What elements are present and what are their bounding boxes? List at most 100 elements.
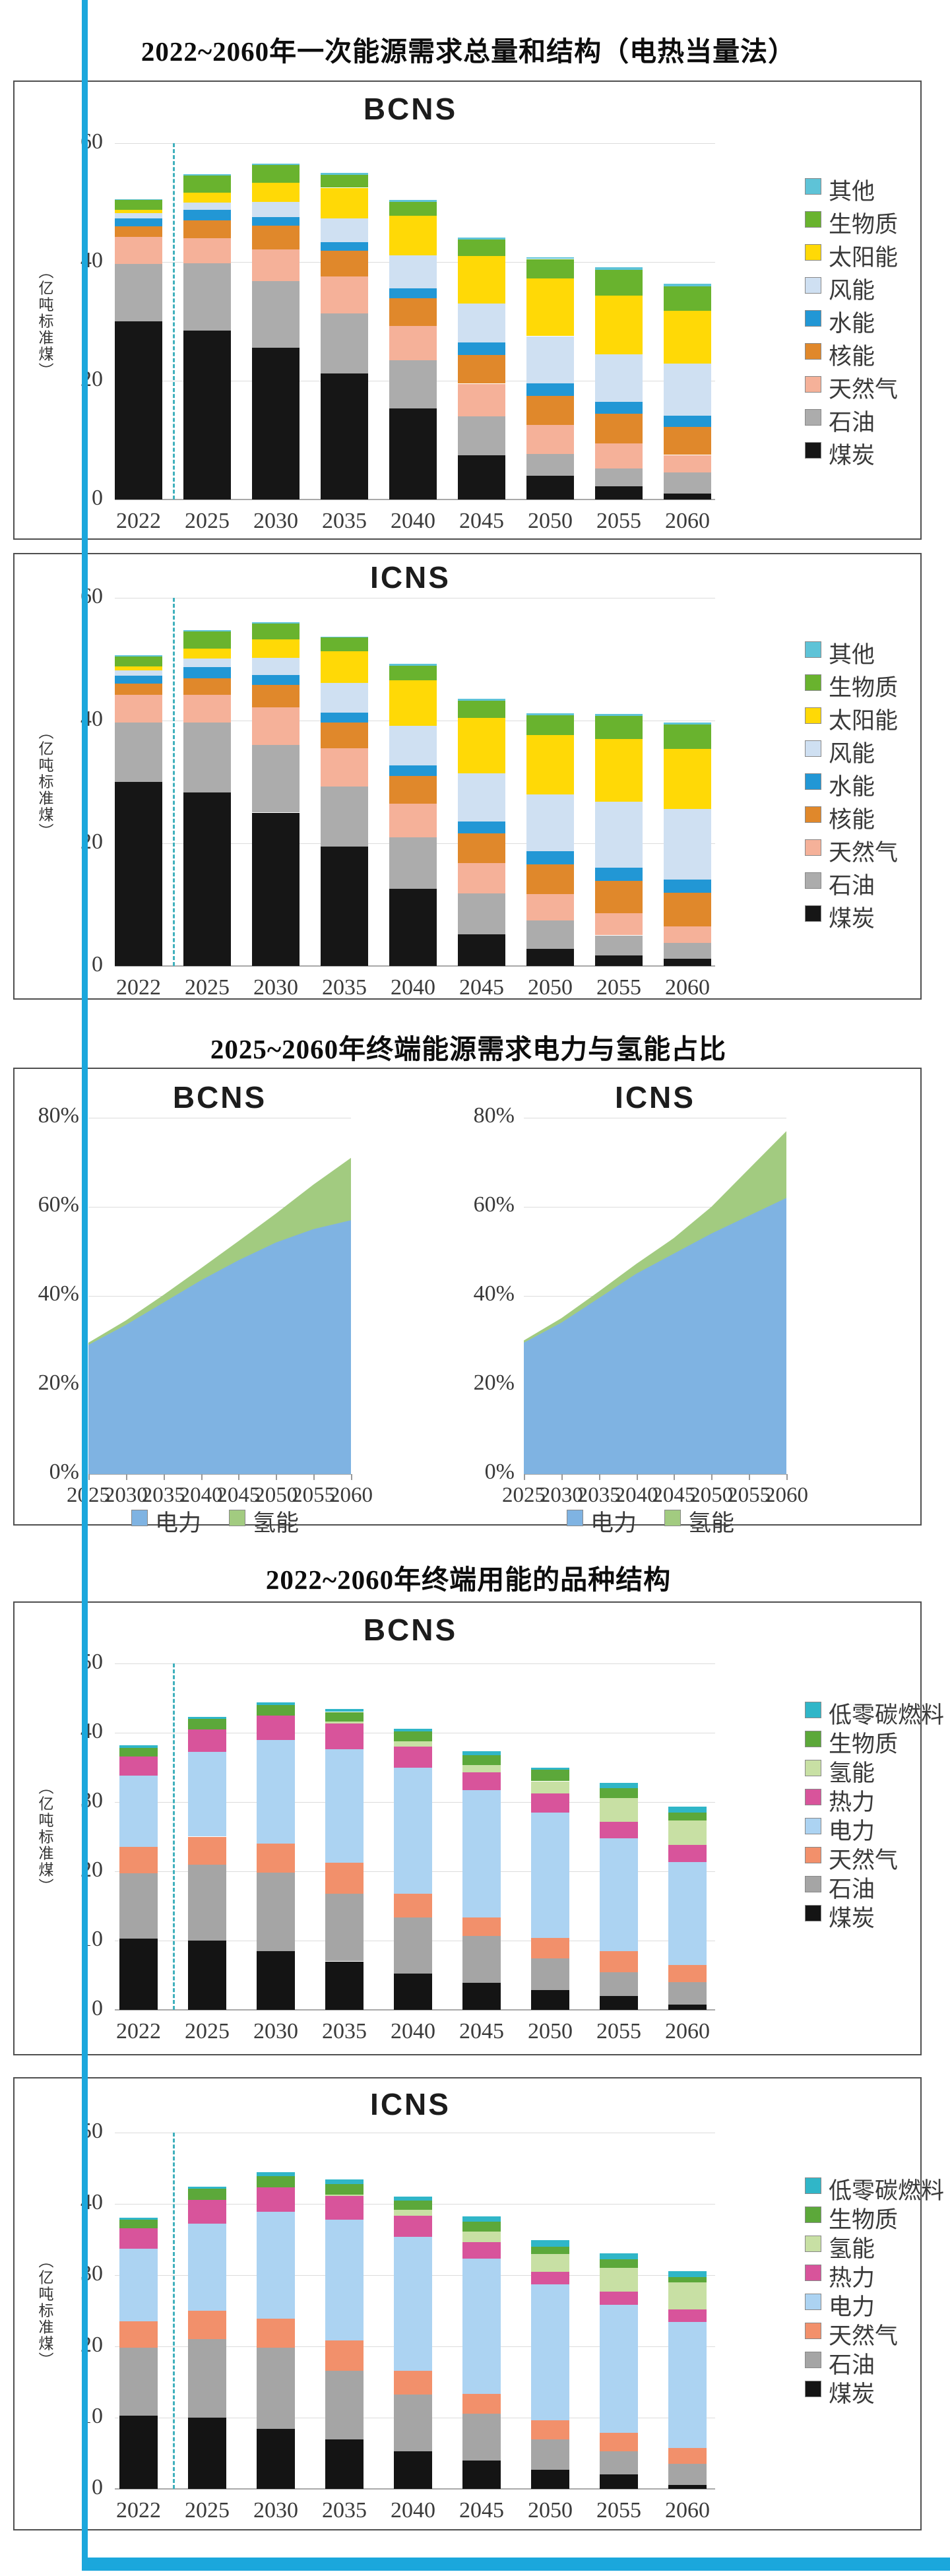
bar-segment-天然气 bbox=[668, 1964, 707, 1982]
x-tick-label-2055: 2055 bbox=[727, 1483, 771, 1507]
bar-segment-煤炭 bbox=[394, 1974, 432, 2010]
bar-segment-石油 bbox=[325, 2370, 364, 2440]
bar-segment-煤炭 bbox=[252, 347, 300, 499]
legend-swatch-风能 bbox=[805, 740, 821, 757]
x-axis-line bbox=[115, 965, 715, 967]
left-accent-line bbox=[82, 0, 88, 2568]
bar-segment-石油 bbox=[321, 313, 368, 374]
bar-segment-石油 bbox=[531, 1958, 569, 1990]
y-tick-label-60%: 60% bbox=[38, 1192, 79, 1217]
bar-segment-生物质 bbox=[600, 1788, 638, 1798]
bar-segment-热力 bbox=[600, 2291, 638, 2305]
x-tick-mark-2025 bbox=[88, 1474, 90, 1480]
legend-label-煤炭: 煤炭 bbox=[829, 906, 875, 932]
bar-segment-风能 bbox=[458, 773, 505, 821]
bar-segment-生物质 bbox=[183, 631, 231, 649]
bar-segment-低零碳燃料 bbox=[188, 1716, 226, 1719]
legend-label-煤炭: 煤炭 bbox=[829, 443, 875, 468]
bar-segment-低零碳燃料 bbox=[119, 2217, 158, 2220]
x-tick-label-2050: 2050 bbox=[528, 975, 573, 1000]
x-tick-label-2022: 2022 bbox=[116, 509, 161, 533]
legend-label-水能: 水能 bbox=[829, 774, 875, 800]
bar-segment-太阳能 bbox=[595, 296, 643, 355]
legend-label-核能: 核能 bbox=[829, 344, 875, 370]
bar-segment-太阳能 bbox=[389, 680, 437, 726]
bar-segment-电力 bbox=[188, 1752, 226, 1837]
legend-label-其他: 其他 bbox=[829, 179, 875, 205]
bar-segment-生物质 bbox=[462, 2222, 501, 2232]
bar-segment-石油 bbox=[462, 2413, 501, 2461]
section-title-electricity-hydrogen-share: 2025~2060年终端能源需求电力与氢能占比 bbox=[210, 1034, 727, 1064]
bar-segment-核能 bbox=[458, 355, 505, 384]
bar-segment-天然气 bbox=[257, 1844, 295, 1873]
gridline-60% bbox=[88, 1207, 351, 1208]
x-tick-label-2050: 2050 bbox=[689, 1483, 734, 1507]
bar-segment-风能 bbox=[595, 354, 643, 402]
bar-segment-热力 bbox=[188, 1729, 226, 1753]
legend-label-石油: 石油 bbox=[829, 1877, 875, 1902]
legend-swatch-氢能 bbox=[805, 2236, 821, 2252]
bar-segment-其他 bbox=[252, 622, 300, 624]
bar-segment-生物质 bbox=[394, 1731, 432, 1741]
bar-segment-太阳能 bbox=[664, 748, 711, 809]
x-tick-mark-2035 bbox=[598, 1474, 600, 1480]
bar-segment-石油 bbox=[115, 263, 162, 321]
bar-segment-石油 bbox=[188, 2339, 226, 2418]
bar-segment-煤炭 bbox=[188, 1941, 226, 2010]
bar-segment-煤炭 bbox=[668, 2004, 707, 2010]
x-tick-mark-2055 bbox=[313, 1474, 315, 1480]
x-axis-line bbox=[88, 1473, 351, 1475]
chart-box-icns-enduse: ICNS 0 10 20 30 40 50 （亿吨标准煤） 2022 2025 2030 2035 20… bbox=[13, 2077, 944, 2530]
bar-segment-石油 bbox=[462, 1935, 501, 1983]
bar-segment-天然气 bbox=[531, 2420, 569, 2440]
bar-segment-煤炭 bbox=[394, 2451, 432, 2489]
bar-segment-生物质 bbox=[389, 666, 437, 680]
legend-label-低零碳燃料: 低零碳燃料 bbox=[829, 1702, 945, 1728]
bar-segment-水能 bbox=[252, 675, 300, 686]
bar-segment-水能 bbox=[526, 851, 574, 864]
bar-segment-煤炭 bbox=[257, 1950, 295, 2010]
bar-segment-天然气 bbox=[325, 1863, 364, 1894]
bar-segment-电力 bbox=[325, 1749, 364, 1863]
legend-swatch-其他 bbox=[805, 178, 821, 195]
x-tick-label-2040: 2040 bbox=[614, 1483, 658, 1507]
legend-label-氢能: 氢能 bbox=[829, 1760, 875, 1786]
bar-segment-氢能 bbox=[531, 2253, 569, 2272]
y-tick-label-10: 10 bbox=[80, 1927, 103, 1951]
y-tick-label-40%: 40% bbox=[473, 1281, 515, 1306]
bar-segment-生物质 bbox=[325, 2183, 364, 2195]
bar-segment-风能 bbox=[458, 304, 505, 342]
x-tick-label-2060: 2060 bbox=[665, 2498, 710, 2523]
bar-segment-水能 bbox=[321, 712, 368, 723]
bar-segment-低零碳燃料 bbox=[119, 1745, 158, 1749]
bar-segment-煤炭 bbox=[119, 2415, 158, 2489]
x-tick-label-2030: 2030 bbox=[253, 2498, 298, 2523]
bar-segment-风能 bbox=[252, 202, 300, 217]
legend-label-生物质: 生物质 bbox=[829, 212, 899, 238]
chart-title-icns-primary: ICNS bbox=[370, 560, 451, 595]
bar-segment-天然气 bbox=[321, 748, 368, 787]
bar-segment-生物质 bbox=[668, 1812, 707, 1821]
bar-segment-生物质 bbox=[257, 2175, 295, 2188]
bar-segment-生物质 bbox=[531, 2246, 569, 2254]
bar-segment-太阳能 bbox=[458, 718, 505, 773]
bar-segment-风能 bbox=[115, 670, 162, 676]
bar-segment-其他 bbox=[458, 699, 505, 701]
bar-segment-生物质 bbox=[668, 2277, 707, 2282]
bar-segment-生物质 bbox=[252, 624, 300, 640]
bar-segment-其他 bbox=[115, 199, 162, 201]
legend-swatch-天然气 bbox=[805, 376, 821, 393]
bar-segment-石油 bbox=[252, 280, 300, 348]
bar-segment-石油 bbox=[389, 360, 437, 409]
legend-label-电力: 电力 bbox=[829, 1819, 875, 1844]
bar-segment-氢能 bbox=[325, 2194, 364, 2197]
bar-segment-煤炭 bbox=[595, 486, 643, 499]
bar-segment-热力 bbox=[325, 2196, 364, 2220]
bar-segment-热力 bbox=[188, 2199, 226, 2224]
bar-segment-煤炭 bbox=[526, 948, 574, 966]
x-tick-label-2040: 2040 bbox=[391, 975, 435, 1000]
bar-segment-天然气 bbox=[458, 383, 505, 416]
x-tick-label-2025: 2025 bbox=[185, 975, 230, 1000]
legend-label-石油: 石油 bbox=[829, 873, 875, 899]
bar-segment-煤炭 bbox=[183, 331, 231, 499]
